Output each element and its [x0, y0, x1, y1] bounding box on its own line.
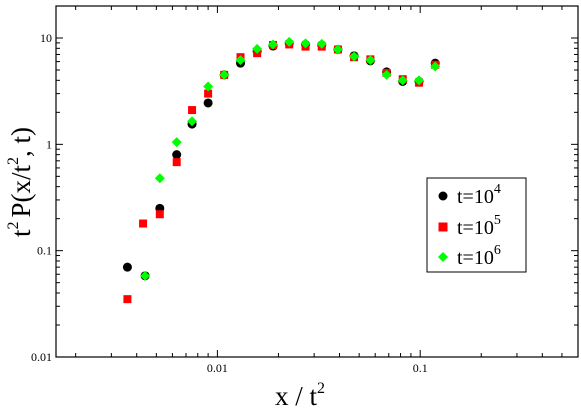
data-point-t6 [284, 36, 295, 47]
data-points [122, 36, 441, 304]
data-point-t6 [381, 69, 392, 80]
legend-marker-t6 [438, 252, 448, 262]
data-point-t6 [430, 61, 441, 72]
data-point-t6 [154, 173, 165, 184]
data-point-t6 [316, 38, 327, 49]
data-point-t6 [252, 43, 263, 54]
legend-label-t4: t=104 [457, 182, 501, 208]
data-point-t6 [267, 39, 278, 50]
data-point-t6 [171, 137, 182, 148]
data-point-t6 [332, 44, 343, 55]
legend: t=104 t=105 t=106 [426, 177, 527, 273]
data-point-t6 [219, 69, 230, 80]
data-point-t6 [365, 55, 376, 66]
data-point-t6 [414, 75, 425, 86]
data-point-t6 [397, 75, 408, 86]
plot-frame [55, 5, 579, 358]
data-point-t6 [300, 38, 311, 49]
data-point-t6 [187, 116, 198, 127]
data-point-t6 [235, 55, 246, 66]
y-tick-label: 0.1 [37, 244, 52, 258]
legend-label-t6: t=106 [457, 243, 501, 269]
data-point-t4 [172, 150, 182, 160]
legend-marker-t5 [438, 222, 448, 232]
data-point-t5 [123, 295, 132, 304]
data-point-t4 [203, 98, 213, 108]
legend-label-t5: t=105 [457, 213, 501, 239]
data-point-t5 [204, 89, 213, 98]
data-point-t5 [139, 219, 148, 228]
data-point-t5 [155, 210, 164, 219]
x-axis-label: x / t2 [275, 380, 325, 410]
data-point-t5 [172, 158, 181, 167]
data-point-t4 [122, 262, 132, 272]
x-tick-label: 0.01 [207, 361, 228, 375]
data-point-t6 [203, 81, 214, 92]
data-point-t6 [349, 51, 360, 62]
tick-labels: 0.01 0.1 1 10 0.01 0.1 [31, 31, 428, 375]
axis-ticks [56, 5, 578, 358]
data-point-t6 [140, 270, 151, 281]
legend-marker-t4 [438, 191, 448, 201]
x-tick-label: 0.1 [413, 361, 428, 375]
y-tick-label: 0.01 [31, 350, 52, 364]
data-point-t5 [188, 106, 197, 115]
y-tick-label: 1 [46, 137, 52, 151]
y-axis-label: t2P(x/t2, t) [5, 127, 36, 237]
y-tick-label: 10 [40, 31, 52, 45]
